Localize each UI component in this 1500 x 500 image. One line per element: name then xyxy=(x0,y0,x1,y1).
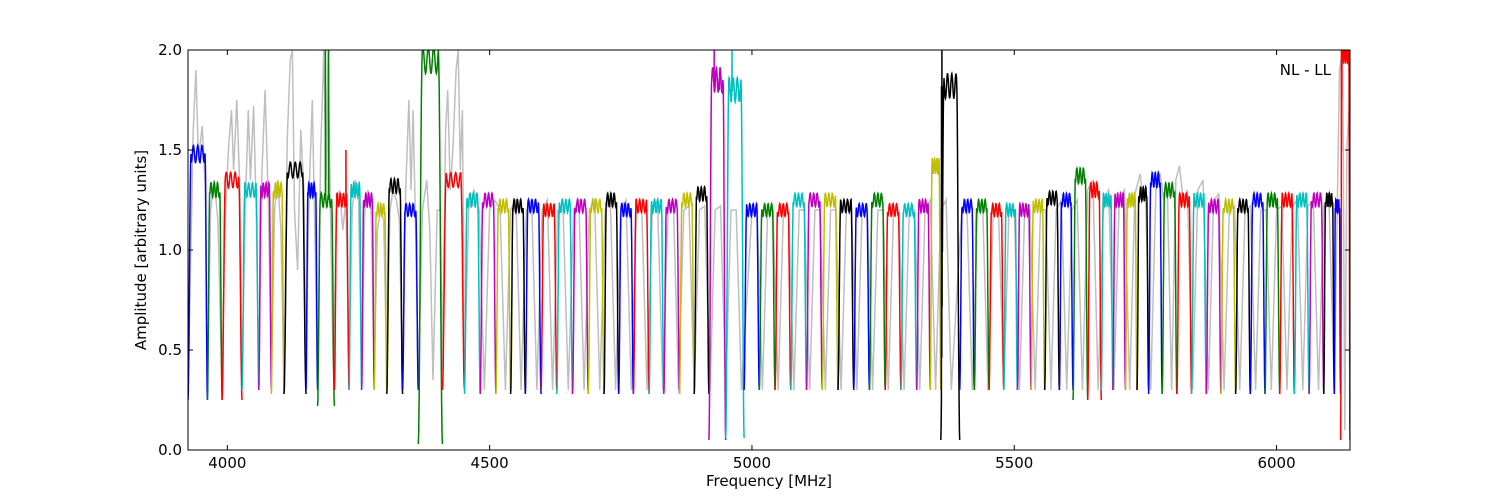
y-tick-label: 1.5 xyxy=(158,141,182,159)
passband-series-27 xyxy=(603,190,620,395)
passband-series-52 xyxy=(988,201,1005,391)
passband-series-35 xyxy=(724,50,745,439)
passband-series-14 xyxy=(386,176,404,395)
passband-series-71 xyxy=(1249,190,1266,395)
passband-series-62 xyxy=(1124,190,1138,391)
passband-series-40 xyxy=(805,191,823,391)
y-tick-label: 0.5 xyxy=(158,341,182,359)
y-tick-label: 1.0 xyxy=(158,241,182,259)
passband-series-31 xyxy=(663,197,681,395)
x-tick-label: 4500 xyxy=(471,454,509,472)
passband-series-53 xyxy=(1003,200,1019,391)
passband-series-22 xyxy=(524,197,542,395)
corner-annotation: NL - LL xyxy=(1280,61,1332,79)
passband-series-25 xyxy=(571,197,590,395)
passband-series-32 xyxy=(678,190,695,395)
passband-series-73 xyxy=(1278,190,1296,395)
x-tick-label: 4000 xyxy=(208,454,246,472)
passband-series-8 xyxy=(305,180,319,391)
passband-series-57 xyxy=(1058,190,1074,391)
passband-series-13 xyxy=(373,201,388,391)
passband-series-38 xyxy=(774,201,792,391)
passband-series-7 xyxy=(283,160,307,395)
passband-series-1 xyxy=(188,143,209,401)
passband-series-59 xyxy=(1086,180,1103,401)
y-tick-label: 0.0 xyxy=(158,441,182,459)
passband-series-51 xyxy=(973,197,990,391)
passband-series-5 xyxy=(258,180,273,391)
passband-series-49 xyxy=(940,50,961,441)
passband-series-4 xyxy=(241,180,260,391)
x-axis: 4000 4500 5000 5500 6000 xyxy=(208,50,1296,472)
passband-series-24 xyxy=(556,197,574,395)
passband-series-47 xyxy=(915,197,932,391)
passband-series-61 xyxy=(1112,190,1127,391)
passband-series-33 xyxy=(693,184,710,395)
passband-series-2 xyxy=(206,180,223,401)
passband-series-19 xyxy=(479,191,497,395)
y-axis: 0.0 0.5 1.0 1.5 2.0 xyxy=(158,41,1350,459)
x-tick-label: 5000 xyxy=(733,454,771,472)
passband-series-54 xyxy=(1016,201,1032,391)
passband-series-66 xyxy=(1176,190,1193,395)
passband-series-48 xyxy=(929,156,942,391)
passband-series-29 xyxy=(632,197,650,395)
passband-series-75 xyxy=(1308,190,1325,395)
passband-series-28 xyxy=(617,201,635,395)
passband-series-69 xyxy=(1220,196,1237,395)
y-tick-label: 2.0 xyxy=(158,41,182,59)
passband-series-50 xyxy=(958,197,976,391)
passband-series-42 xyxy=(837,197,855,391)
passband-series-45 xyxy=(884,201,902,391)
passband-series-72 xyxy=(1264,190,1281,395)
passband-series-34 xyxy=(708,50,727,441)
passband-series-65 xyxy=(1161,180,1178,395)
passband-series-23 xyxy=(540,202,558,391)
passband-series-44 xyxy=(868,191,886,391)
passband-series-39 xyxy=(790,191,808,391)
x-axis-label: Frequency [MHz] xyxy=(706,472,832,490)
passband-series-74 xyxy=(1293,190,1310,395)
passband-series-10 xyxy=(333,149,350,391)
passband-series-20 xyxy=(495,197,512,395)
passband-series-9 xyxy=(316,50,336,407)
x-tick-label: 6000 xyxy=(1257,454,1295,472)
x-tick-label: 5500 xyxy=(995,454,1033,472)
passband-series-3 xyxy=(221,170,243,401)
passband-series-11 xyxy=(348,180,363,391)
y-axis-label: Amplitude [arbitrary units] xyxy=(132,150,150,350)
passband-series-15 xyxy=(401,201,420,391)
passband-series-70 xyxy=(1234,196,1252,395)
passband-series-36 xyxy=(743,201,761,391)
passband-series-55 xyxy=(1030,197,1046,391)
passband-series-30 xyxy=(648,196,665,395)
passband-series-6 xyxy=(270,180,285,395)
passband-series-21 xyxy=(509,197,527,395)
passband-series-60 xyxy=(1100,191,1114,391)
passband-series-26 xyxy=(587,197,605,395)
passband-series-63 xyxy=(1136,184,1150,391)
passband-series-56 xyxy=(1043,189,1061,391)
passband-series-41 xyxy=(821,191,839,391)
passband-series-37 xyxy=(758,201,776,391)
passband-series-43 xyxy=(852,201,871,391)
passband-series-77 xyxy=(1333,196,1342,395)
passband-series-12 xyxy=(360,191,375,391)
passband-series-68 xyxy=(1205,196,1222,395)
passband-series-64 xyxy=(1147,169,1163,395)
passband-series-58 xyxy=(1072,165,1089,401)
passband-series-67 xyxy=(1190,191,1208,395)
passband-series-46 xyxy=(900,201,918,391)
passband-series-17 xyxy=(441,170,466,391)
passband-series-18 xyxy=(463,190,481,395)
series-layer xyxy=(188,50,1350,445)
passband-series-76 xyxy=(1323,190,1336,395)
passband-series-16 xyxy=(417,50,444,445)
